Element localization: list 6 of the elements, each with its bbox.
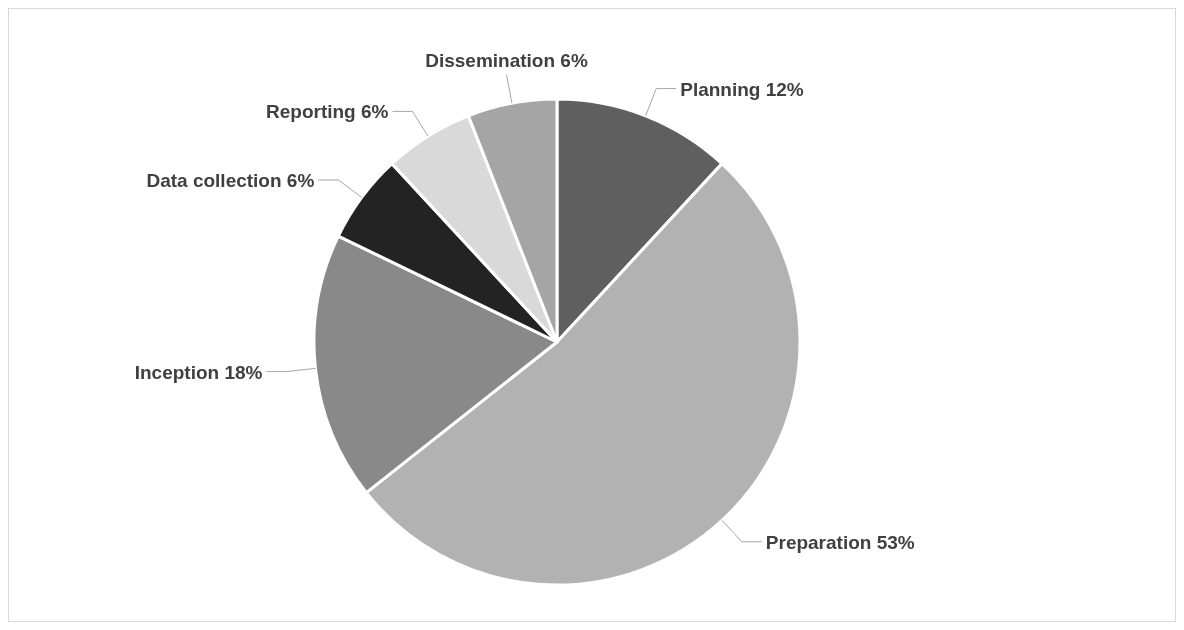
slice-label: Preparation 53% [765,531,915,553]
slice-label: Dissemination 6% [425,49,588,71]
slice-label: Reporting 6% [266,101,389,123]
slice-label: Planning 12% [680,78,804,100]
slice-label: Inception 18% [134,361,263,383]
slice-label: Data collection 6% [146,169,315,191]
